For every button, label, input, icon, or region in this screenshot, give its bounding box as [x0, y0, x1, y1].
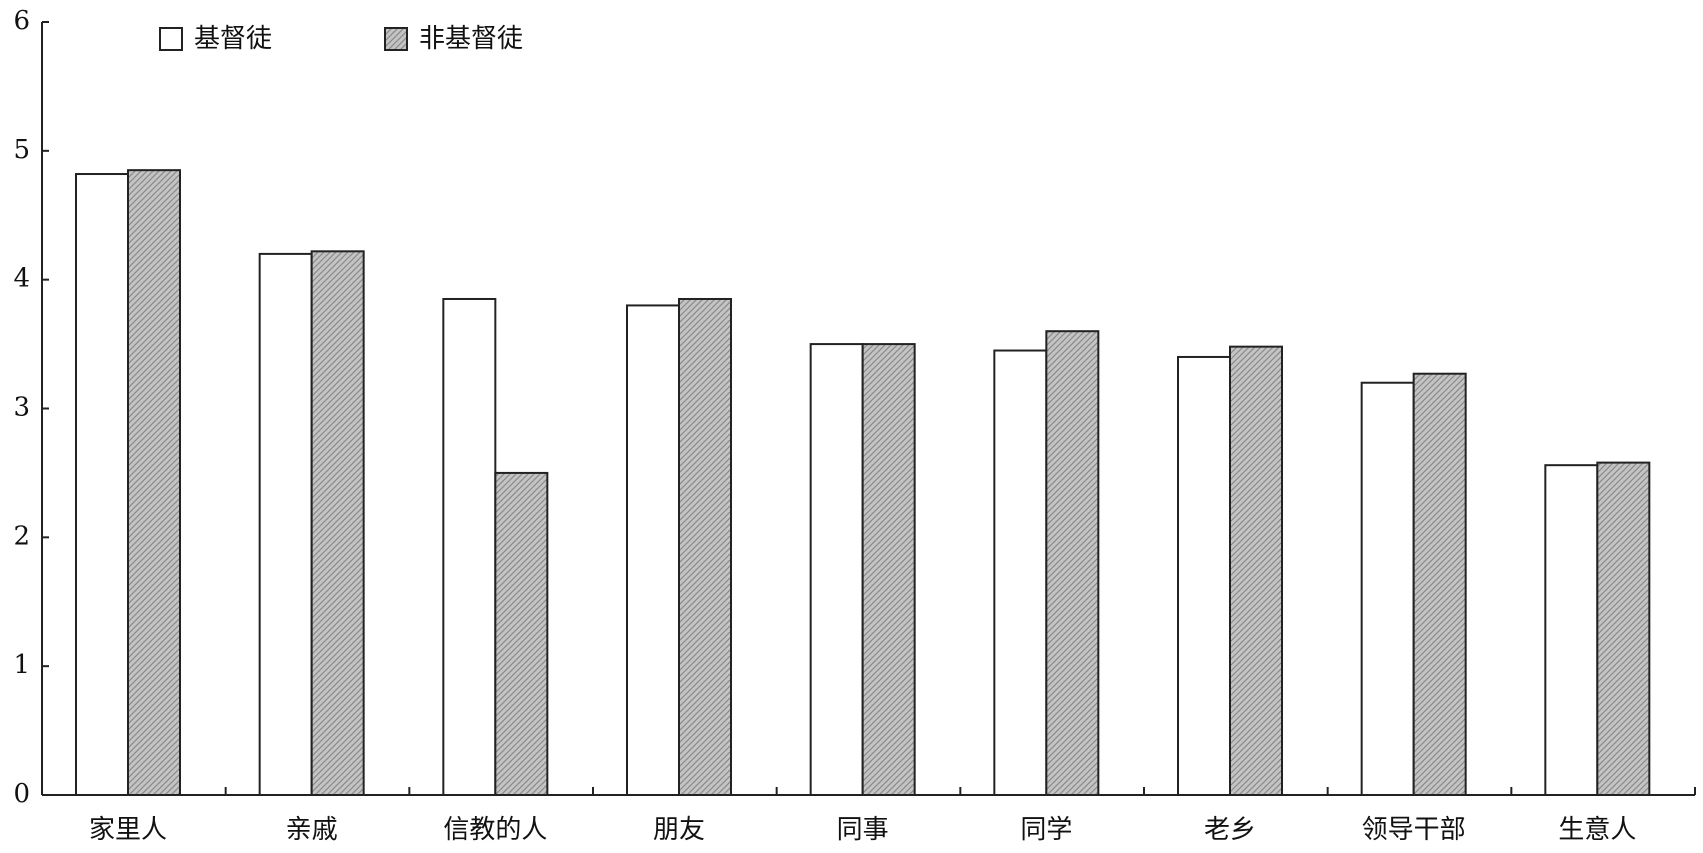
x-tick-label: 信教的人 [443, 815, 547, 845]
bar [1360, 381, 1415, 796]
bar [442, 297, 497, 796]
x-tick-label: 同学 [1020, 815, 1072, 845]
bar [258, 252, 313, 796]
bar [127, 169, 181, 797]
bar [626, 304, 680, 796]
bar [1544, 464, 1599, 796]
x-tick-label: 亲戚 [286, 815, 338, 845]
y-tick-label: 0 [13, 779, 30, 809]
legend-label: 基督徒 [194, 24, 272, 54]
x-tick-label: 生意人 [1558, 815, 1636, 845]
x-tick-label: 同事 [837, 815, 889, 845]
legend-swatch [384, 27, 408, 51]
bar [75, 173, 129, 797]
y-tick-label: 2 [13, 521, 30, 551]
bar [1596, 461, 1651, 796]
y-tick-label: 5 [13, 135, 30, 165]
y-tick-label: 1 [13, 650, 30, 680]
legend-swatch [159, 27, 183, 51]
bar [1412, 372, 1467, 796]
bar [809, 343, 864, 796]
y-tick-label: 6 [13, 6, 30, 36]
y-tick-label: 4 [13, 264, 30, 294]
bar [1229, 345, 1283, 796]
bar [494, 471, 549, 796]
x-tick-label: 家里人 [89, 815, 167, 845]
legend-label: 非基督徒 [419, 24, 523, 54]
x-tick-label: 老乡 [1204, 815, 1256, 845]
x-tick-label: 朋友 [653, 815, 705, 845]
bar [861, 343, 916, 796]
x-tick-label: 领导干部 [1362, 815, 1466, 845]
bar [1177, 355, 1231, 796]
bar [1045, 330, 1100, 796]
bar [310, 250, 365, 797]
bar [678, 297, 732, 796]
bar [993, 349, 1048, 796]
y-tick-label: 3 [13, 393, 30, 423]
